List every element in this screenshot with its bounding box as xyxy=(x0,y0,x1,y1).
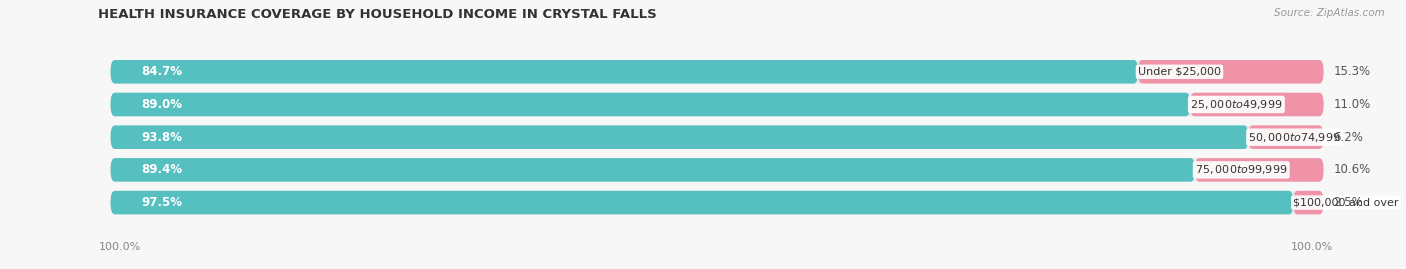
FancyBboxPatch shape xyxy=(1189,93,1323,116)
FancyBboxPatch shape xyxy=(111,191,1294,214)
Text: Source: ZipAtlas.com: Source: ZipAtlas.com xyxy=(1274,8,1385,18)
Text: 93.8%: 93.8% xyxy=(141,131,181,144)
Text: 11.0%: 11.0% xyxy=(1333,98,1371,111)
Text: $25,000 to $49,999: $25,000 to $49,999 xyxy=(1189,98,1282,111)
Text: 6.2%: 6.2% xyxy=(1333,131,1364,144)
FancyBboxPatch shape xyxy=(111,125,1249,149)
FancyBboxPatch shape xyxy=(111,60,1137,84)
Text: 97.5%: 97.5% xyxy=(141,196,181,209)
FancyBboxPatch shape xyxy=(1294,191,1323,214)
Text: 84.7%: 84.7% xyxy=(141,65,181,78)
FancyBboxPatch shape xyxy=(111,158,1195,182)
FancyBboxPatch shape xyxy=(111,191,1323,214)
Text: $50,000 to $74,999: $50,000 to $74,999 xyxy=(1249,131,1341,144)
Text: $100,000 and over: $100,000 and over xyxy=(1294,198,1399,208)
Text: 100.0%: 100.0% xyxy=(98,242,141,252)
FancyBboxPatch shape xyxy=(111,60,1323,84)
FancyBboxPatch shape xyxy=(111,93,1323,116)
Text: Under $25,000: Under $25,000 xyxy=(1137,67,1220,77)
FancyBboxPatch shape xyxy=(111,93,1189,116)
Text: 15.3%: 15.3% xyxy=(1333,65,1371,78)
Text: HEALTH INSURANCE COVERAGE BY HOUSEHOLD INCOME IN CRYSTAL FALLS: HEALTH INSURANCE COVERAGE BY HOUSEHOLD I… xyxy=(98,8,657,21)
Text: 2.5%: 2.5% xyxy=(1333,196,1362,209)
FancyBboxPatch shape xyxy=(111,158,1323,182)
Text: 89.0%: 89.0% xyxy=(141,98,181,111)
FancyBboxPatch shape xyxy=(1137,60,1323,84)
FancyBboxPatch shape xyxy=(1195,158,1323,182)
FancyBboxPatch shape xyxy=(111,125,1323,149)
Text: 89.4%: 89.4% xyxy=(141,163,181,176)
Text: 10.6%: 10.6% xyxy=(1333,163,1371,176)
Text: $75,000 to $99,999: $75,000 to $99,999 xyxy=(1195,163,1288,176)
Text: 100.0%: 100.0% xyxy=(1291,242,1333,252)
FancyBboxPatch shape xyxy=(1249,125,1323,149)
